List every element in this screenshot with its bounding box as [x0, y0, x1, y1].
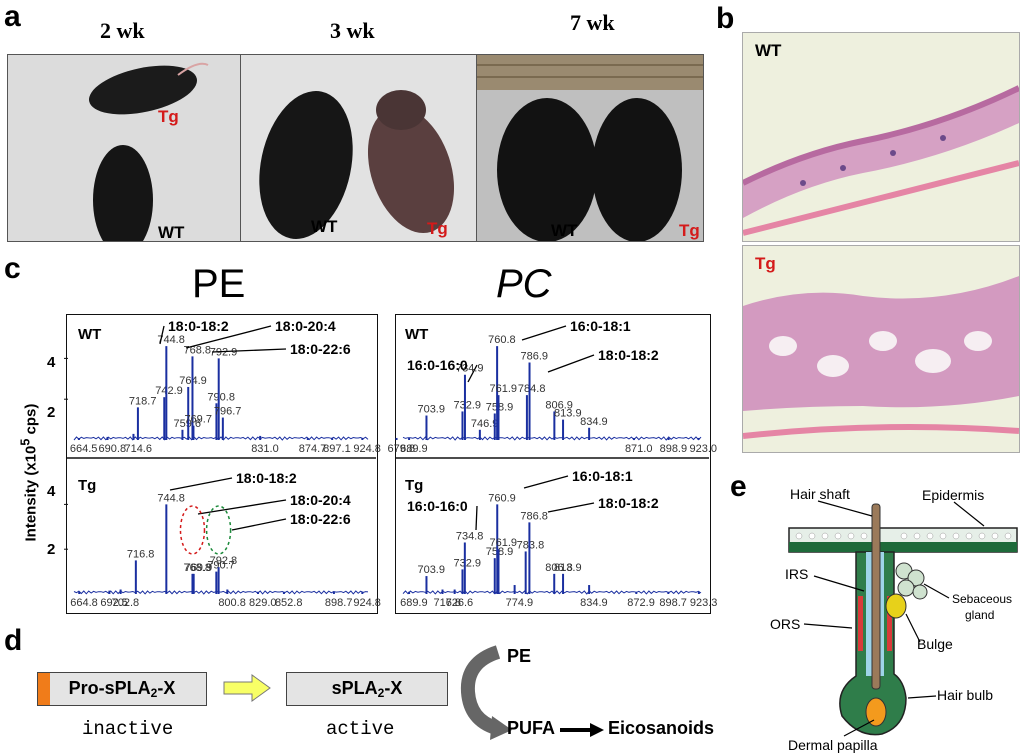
bulge	[885, 593, 907, 619]
tag-tg-2wk: Tg	[158, 107, 179, 126]
activation-arrow	[223, 674, 271, 702]
spec-pc-wt: WT	[405, 326, 429, 343]
mouse-photo-2wk-art	[89, 62, 209, 241]
spectrum-pc-outer	[395, 314, 711, 614]
mouse-photo-3wk: WT Tg	[240, 54, 477, 242]
label-ors: ORS	[770, 616, 801, 632]
y-axis-label-unit: cps)	[22, 403, 40, 439]
age-2wk: 2 wk	[100, 18, 145, 43]
spectrum-pe-outer	[66, 314, 378, 614]
histology-wt-art	[743, 85, 1019, 236]
tag-wt-3wk: WT	[311, 217, 338, 236]
pufa-label: PUFA	[507, 718, 556, 738]
tag-wt-7wk: WT	[551, 221, 578, 240]
age-3wk: 3 wk	[330, 18, 375, 43]
label-epidermis: Epidermis	[922, 487, 985, 503]
diagram-pointers	[803, 500, 985, 737]
ors-red-cells	[858, 596, 892, 651]
splax-name: sPLA	[331, 678, 378, 698]
spec-pc-tg: Tg	[405, 477, 424, 494]
ytick-bot-2: 2	[47, 541, 56, 558]
tag-wt-2wk: WT	[158, 223, 185, 242]
label-sebaceous-1: Sebaceous	[952, 592, 1013, 606]
pro-sub: 2	[150, 686, 158, 700]
y-axis-label: Intensity (x105 cps)	[19, 352, 40, 542]
sebaceous-gland	[895, 562, 928, 600]
mouse-photo-7wk: WT Tg	[476, 54, 704, 242]
label-irs: IRS	[785, 566, 809, 582]
pe-substrate: PE	[507, 646, 532, 666]
pro-splax-box: Pro-sPLA2-X	[37, 672, 207, 706]
splax-sub: 2	[377, 686, 385, 700]
y-axis-label-exp: 5	[18, 438, 33, 446]
label-sebaceous-2: gland	[965, 608, 995, 622]
inactive-label: inactive	[82, 718, 174, 740]
dermal-papilla	[865, 697, 887, 727]
label-bulge: Bulge	[917, 636, 953, 652]
splax-box: sPLA2-X	[286, 672, 448, 706]
tag-tg-7wk: Tg	[679, 221, 700, 240]
histology-tg-art	[743, 276, 1019, 439]
label-hair-bulb: Hair bulb	[937, 687, 994, 703]
histology-tg: Tg	[742, 245, 1020, 453]
mouse-photo-7wk-art	[477, 55, 703, 241]
mouse-photo-2wk: Tg WT	[7, 54, 241, 242]
active-label: active	[326, 718, 395, 740]
pufa-arrow	[560, 723, 604, 737]
pro-splax-label: Pro-sPLA2-X	[69, 678, 176, 700]
epidermis-cells	[795, 532, 1012, 540]
label-hair-shaft: Hair shaft	[790, 486, 850, 502]
pe-title: PE	[192, 262, 246, 306]
panel-label-d: d	[4, 624, 23, 657]
histology-wt: WT	[742, 32, 1020, 242]
panel-label-b: b	[716, 2, 735, 35]
hydrolysis-arrow	[460, 645, 512, 740]
pc-title: PC	[496, 262, 552, 306]
age-7wk: 7 wk	[570, 10, 615, 35]
y-axis-label-text: Intensity (x10	[22, 445, 40, 542]
pro-end: -X	[157, 678, 176, 698]
hair-follicle-diagram	[788, 500, 1018, 737]
eicosanoids-label: Eicosanoids	[608, 718, 715, 738]
panel-label-c: c	[4, 252, 21, 285]
label-dermal-papilla: Dermal papilla	[788, 737, 878, 753]
mouse-photo-3wk-art	[259, 90, 455, 239]
splax-end: -X	[384, 678, 403, 698]
ytick-top-4: 4	[47, 354, 56, 371]
spec-pe-wt: WT	[78, 326, 102, 343]
panel-label-a: a	[4, 0, 21, 33]
tag-tg-3wk: Tg	[427, 219, 448, 238]
spec-pe-tg: Tg	[78, 477, 97, 494]
basal-layer	[789, 542, 1017, 552]
splax-label: sPLA2-X	[332, 678, 403, 700]
panel-label-e: e	[730, 470, 747, 503]
hair-shaft	[871, 503, 881, 690]
hist-tag-wt: WT	[755, 41, 782, 60]
ytick-top-2: 2	[47, 404, 56, 421]
prodomain-marker	[38, 673, 50, 705]
hist-tag-tg: Tg	[755, 254, 776, 273]
ytick-bot-4: 4	[47, 483, 56, 500]
pro-name: Pro-sPLA	[68, 678, 151, 698]
